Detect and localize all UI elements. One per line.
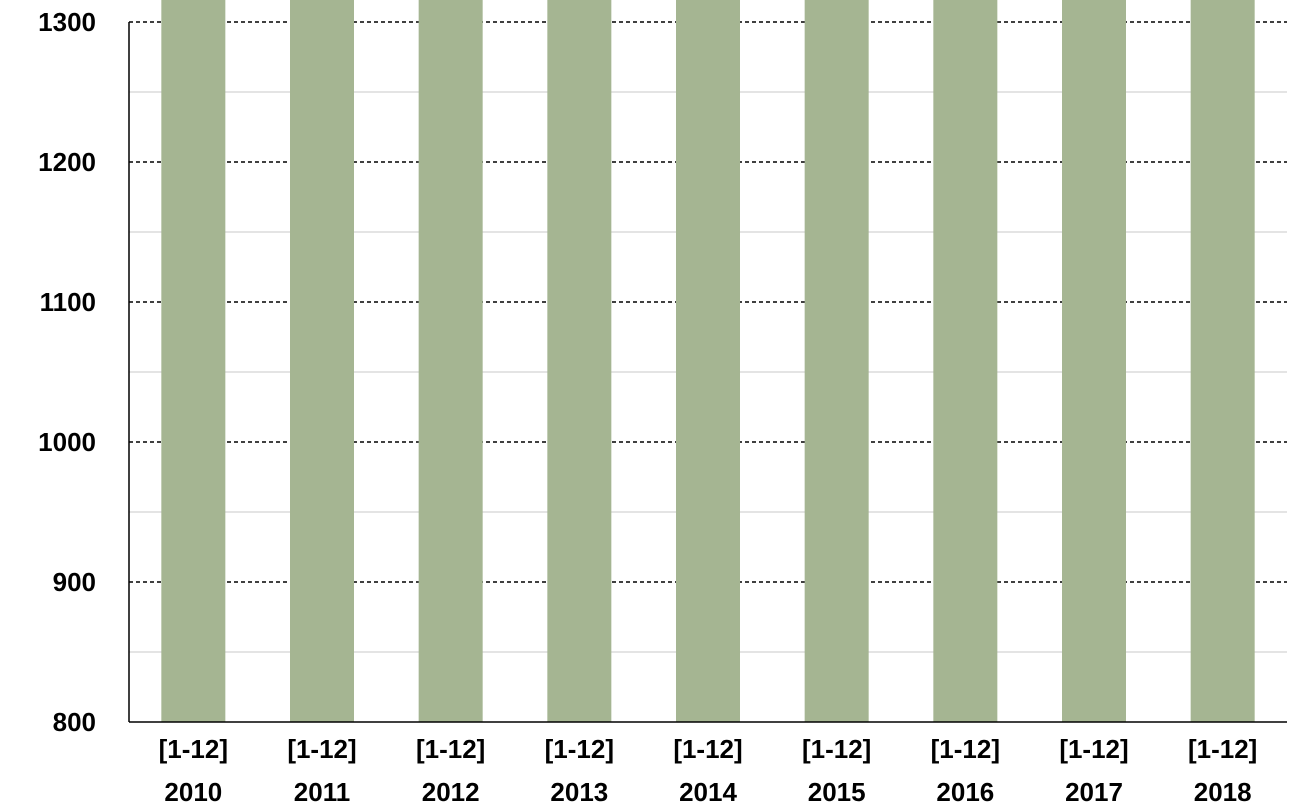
y-tick-label: 800 xyxy=(53,707,96,737)
x-tick-label: 2016 xyxy=(936,777,994,807)
y-tick-label: 900 xyxy=(53,567,96,597)
x-tick-labels: [1-12] 2010 [1-12] 2011 [1-12] 2012 [1-12] 2013… xyxy=(159,734,1258,807)
x-tick-label: 2013 xyxy=(550,777,608,807)
y-tick-label: 1300 xyxy=(38,7,96,37)
y-tick-label: 1200 xyxy=(38,147,96,177)
x-tick-label: [1-12] xyxy=(1188,734,1257,764)
axes xyxy=(128,22,1287,723)
x-tick-label: [1-12] xyxy=(287,734,356,764)
x-tick-label: [1-12] xyxy=(159,734,228,764)
x-tick-label: 2015 xyxy=(808,777,866,807)
bar-segment-base xyxy=(161,0,226,722)
x-tick-label: [1-12] xyxy=(416,734,485,764)
bar-segment-base xyxy=(290,0,354,722)
y-tick-label: 1000 xyxy=(38,427,96,457)
bars xyxy=(161,0,1255,722)
x-tick-label: [1-12] xyxy=(802,734,871,764)
x-tick-label: 2012 xyxy=(422,777,480,807)
x-tick-label: [1-12] xyxy=(931,734,1000,764)
bar-segment-base xyxy=(933,0,998,722)
bar-segment-base xyxy=(804,0,869,722)
x-tick-label: 2017 xyxy=(1065,777,1123,807)
x-tick-label: 2010 xyxy=(164,777,222,807)
x-tick-label: 2011 xyxy=(294,777,350,807)
y-tick-labels: 800 900 1000 1100 1200 1300 xyxy=(38,7,96,737)
x-tick-label: [1-12] xyxy=(1059,734,1128,764)
x-tick-label: 2014 xyxy=(679,777,737,807)
x-tick-label: 2018 xyxy=(1194,777,1252,807)
x-tick-label: [1-12] xyxy=(673,734,742,764)
bar-segment-base xyxy=(418,0,483,722)
x-tick-label: [1-12] xyxy=(545,734,614,764)
bar-segment-base xyxy=(1190,0,1255,722)
bar-segment-base xyxy=(547,0,612,722)
bar-segment-base xyxy=(676,0,740,722)
y-tick-label: 1100 xyxy=(40,287,96,317)
bar-segment-base xyxy=(1062,0,1126,722)
